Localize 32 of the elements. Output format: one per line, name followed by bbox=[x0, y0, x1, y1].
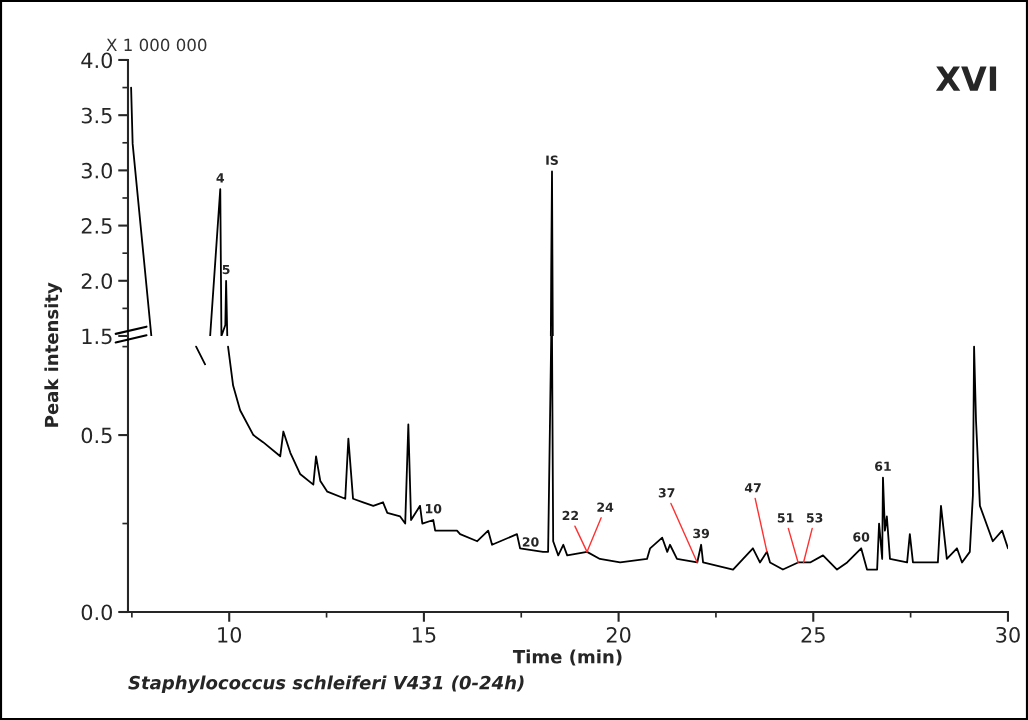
y-tick-label: 4.0 bbox=[81, 52, 113, 69]
y-tick-label: 2.5 bbox=[81, 218, 112, 234]
x-axis-title: Time (min) bbox=[512, 649, 622, 666]
x-tick-label: 10 bbox=[218, 626, 242, 643]
x-tick-label: 25 bbox=[801, 626, 825, 643]
annotation: 24 bbox=[597, 502, 614, 512]
annotation: 60 bbox=[853, 532, 870, 542]
annotation: 5 bbox=[222, 264, 230, 275]
annotation: 37 bbox=[658, 488, 675, 498]
x-tick-label: 20 bbox=[606, 626, 631, 643]
annotation: 47 bbox=[744, 483, 761, 493]
annotation: 10 bbox=[425, 503, 442, 514]
annotation: IS bbox=[546, 155, 558, 165]
x-tick-label: 15 bbox=[412, 627, 436, 643]
y-tick-label: 0.5 bbox=[81, 427, 112, 444]
annotation: 51 bbox=[777, 513, 794, 523]
y-tick-label: 3.0 bbox=[81, 162, 113, 179]
text: Staphylococcus schleiferi V431 (0-24h) bbox=[128, 675, 524, 694]
annotation: 22 bbox=[562, 510, 578, 521]
annotation: 20 bbox=[522, 537, 539, 547]
y-tick-label: 1.5 bbox=[82, 328, 112, 345]
annotation: 4 bbox=[216, 173, 225, 183]
text: X 1 000 000 bbox=[106, 38, 207, 52]
y-axis-title: Peak intensity bbox=[44, 282, 62, 427]
annotation: 61 bbox=[875, 461, 891, 471]
y-tick-label: 0.0 bbox=[81, 604, 113, 621]
y-tick-label: 2.0 bbox=[81, 273, 113, 289]
x-tick-label: 30 bbox=[996, 626, 1020, 643]
y-tick-label: 3.5 bbox=[81, 107, 112, 124]
chart-title: XVI bbox=[935, 66, 997, 91]
annotation: 53 bbox=[806, 513, 823, 523]
annotation: 39 bbox=[693, 528, 710, 539]
